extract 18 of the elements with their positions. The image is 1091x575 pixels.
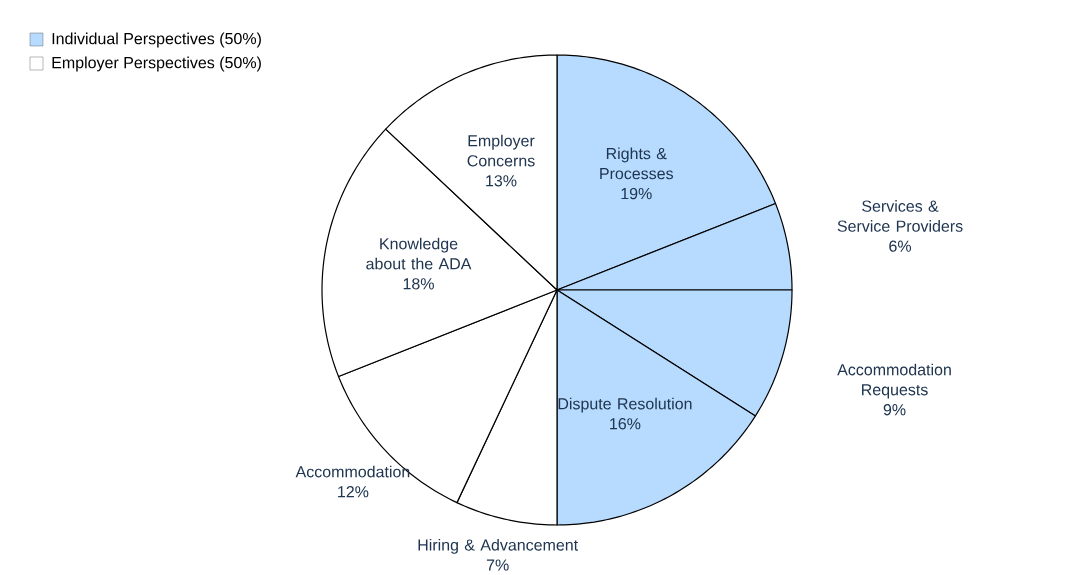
- data-label: 16%: [610, 418, 641, 430]
- slice-label: Rights & Processes: [600, 147, 674, 180]
- data-label: 13%: [486, 175, 517, 187]
- text: Individual Perspectives (50%): [52, 32, 261, 48]
- data-label: 9%: [883, 404, 906, 416]
- slice-label: Dispute Resolution: [558, 397, 692, 413]
- data-label: 19%: [621, 187, 652, 200]
- slice-label: Accommodation Requests: [837, 363, 951, 399]
- slice-label: Services & Service Providers: [837, 200, 963, 232]
- data-label: 7%: [486, 559, 509, 571]
- slice-label: Employer Concerns: [467, 134, 535, 167]
- slice-label: Accommodation: [295, 465, 410, 478]
- text: Employer Perspectives (50%): [52, 56, 261, 72]
- slice-label: Knowledge about the ADA: [366, 237, 472, 270]
- slice-label: Hiring & Advancement: [418, 538, 579, 554]
- data-label: 12%: [338, 486, 369, 498]
- data-label: 6%: [889, 240, 912, 252]
- data-label: 18%: [403, 278, 434, 290]
